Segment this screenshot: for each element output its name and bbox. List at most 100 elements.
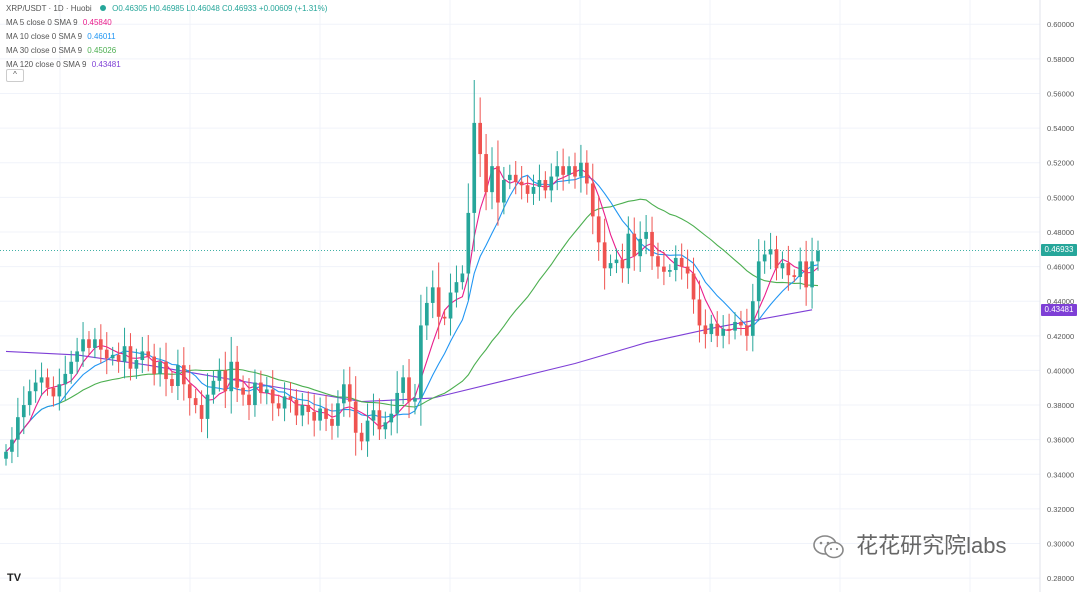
indicator-ma10[interactable]: MA 10 close 0 SMA 9 0.46011 bbox=[6, 30, 327, 44]
candle-body bbox=[247, 394, 251, 406]
y-tick-label: 0.56000 bbox=[1047, 89, 1074, 98]
candle-body bbox=[768, 249, 773, 255]
candle-body bbox=[158, 361, 162, 374]
candle-body bbox=[140, 351, 145, 361]
candle-body bbox=[4, 451, 8, 459]
candle-body bbox=[122, 346, 127, 362]
candle-body bbox=[549, 176, 554, 191]
candle-body bbox=[63, 373, 68, 385]
candle-body bbox=[626, 233, 631, 269]
candle-body bbox=[81, 339, 85, 352]
candle-body bbox=[484, 154, 488, 193]
candle-body bbox=[104, 349, 109, 359]
candle-body bbox=[727, 328, 731, 331]
candle-body bbox=[419, 325, 423, 399]
candle-body bbox=[270, 389, 275, 404]
y-tick-label: 0.44000 bbox=[1047, 297, 1074, 306]
y-tick-label: 0.34000 bbox=[1047, 470, 1074, 479]
candle-body bbox=[502, 180, 506, 203]
candle-body bbox=[573, 166, 577, 177]
indicator-ma30[interactable]: MA 30 close 0 SMA 9 0.45026 bbox=[6, 44, 327, 58]
candle-body bbox=[596, 216, 601, 243]
candle-body bbox=[241, 387, 245, 395]
indicator-ma5[interactable]: MA 5 close 0 SMA 9 0.45840 bbox=[6, 16, 327, 30]
y-tick-label: 0.42000 bbox=[1047, 332, 1074, 341]
candle-body bbox=[697, 299, 702, 326]
candle-body bbox=[608, 263, 613, 269]
candle-body bbox=[110, 354, 115, 359]
chart-legend: XRP/USDT · 1D · Huobi O0.46305 H0.46985 … bbox=[6, 2, 327, 72]
collapse-legend-button[interactable]: ^ bbox=[6, 69, 24, 82]
candle-body bbox=[614, 259, 619, 264]
candle-body bbox=[650, 231, 654, 257]
candle-body bbox=[567, 166, 571, 175]
candle-body bbox=[217, 370, 222, 381]
indicator-value: 0.46011 bbox=[87, 32, 116, 41]
candle-body bbox=[561, 166, 565, 175]
candle-body bbox=[401, 377, 405, 393]
indicator-ma120[interactable]: MA 120 close 0 SMA 9 0.43481 bbox=[6, 58, 327, 72]
indicator-label: MA 10 close 0 SMA 9 bbox=[6, 32, 83, 41]
candle-body bbox=[721, 328, 726, 336]
candle-body bbox=[87, 339, 91, 348]
tradingview-logo[interactable]: TV bbox=[7, 572, 22, 584]
candle-body bbox=[555, 166, 560, 177]
candle-body bbox=[146, 351, 151, 357]
candle-body bbox=[679, 257, 684, 267]
candle-body bbox=[632, 233, 637, 257]
market-status-dot bbox=[99, 5, 106, 11]
candle-body bbox=[513, 174, 518, 182]
symbol-title[interactable]: XRP/USDT · 1D · Huobi bbox=[6, 4, 92, 13]
candle-body bbox=[75, 351, 79, 362]
candle-body bbox=[193, 398, 198, 406]
candle-body bbox=[466, 212, 471, 274]
candle-body bbox=[21, 405, 26, 418]
wechat-icon bbox=[813, 535, 844, 559]
candle-body bbox=[57, 384, 62, 397]
candle-body bbox=[276, 403, 281, 409]
candle-body bbox=[93, 339, 97, 348]
candle-body bbox=[685, 266, 690, 274]
y-tick-label: 0.48000 bbox=[1047, 228, 1074, 237]
candle-body bbox=[507, 174, 512, 181]
price-axis: 0.60000 0.58000 0.56000 0.54000 0.52000 0.500… bbox=[1039, 0, 1074, 592]
candle-body bbox=[804, 261, 808, 288]
candle-body bbox=[667, 270, 672, 272]
candle-body bbox=[537, 180, 542, 187]
candle-body bbox=[739, 321, 743, 326]
last-price-tag: 0.46933 bbox=[1041, 244, 1077, 257]
y-tick-label: 0.40000 bbox=[1047, 366, 1074, 375]
candle-body bbox=[490, 166, 494, 193]
candle-body bbox=[324, 408, 328, 419]
candle-body bbox=[128, 346, 133, 369]
candle-body bbox=[229, 361, 234, 392]
candle-body bbox=[69, 361, 74, 374]
candle-body bbox=[745, 325, 749, 336]
candle-body bbox=[306, 405, 311, 412]
candle-body bbox=[792, 275, 797, 277]
watermark: 花花研究院labs bbox=[812, 528, 1006, 560]
candle-body bbox=[205, 394, 210, 419]
candle-body bbox=[798, 261, 803, 277]
candle-body bbox=[134, 360, 139, 369]
candle-body bbox=[715, 323, 720, 336]
candle-body bbox=[496, 166, 500, 203]
candle-body bbox=[454, 282, 459, 293]
candle-body bbox=[164, 361, 168, 380]
candle-body bbox=[152, 356, 157, 374]
candle-body bbox=[442, 316, 447, 319]
candles bbox=[4, 79, 820, 466]
candle-body bbox=[347, 384, 352, 402]
candle-body bbox=[359, 432, 364, 442]
moving-average-lines bbox=[5, 166, 819, 453]
candle-body bbox=[187, 384, 192, 399]
candle-body bbox=[365, 420, 370, 442]
candle-body bbox=[264, 389, 269, 393]
candle-body bbox=[590, 183, 595, 217]
candle-body bbox=[703, 325, 708, 335]
y-tick-label: 0.32000 bbox=[1047, 505, 1074, 514]
ma30-line bbox=[5, 198, 819, 453]
candle-body bbox=[774, 249, 779, 269]
candle-body bbox=[662, 266, 666, 272]
